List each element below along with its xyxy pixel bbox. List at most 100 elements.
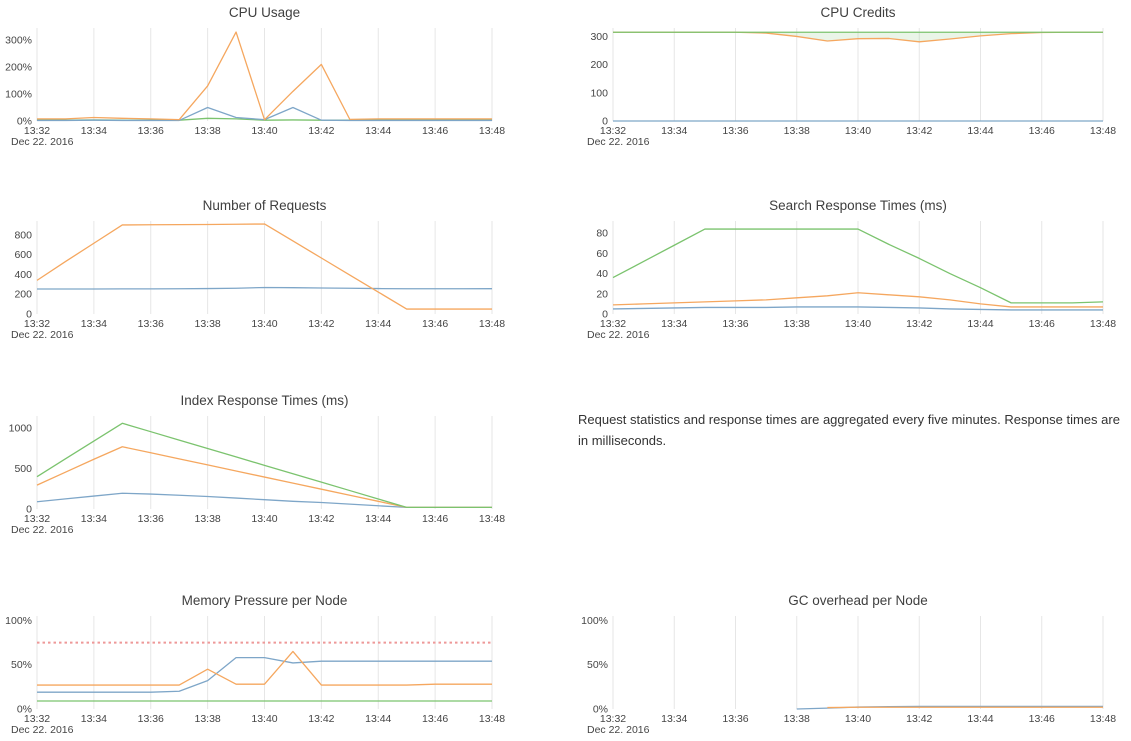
chart-panel-index-response-times: Index Response Times (ms) 0 500 1000 13:32 1… <box>0 388 565 540</box>
svg-text:13:42: 13:42 <box>308 713 334 725</box>
svg-text:13:48: 13:48 <box>1090 713 1116 725</box>
svg-text:13:44: 13:44 <box>967 318 993 330</box>
chart-title-memory-pressure: Memory Pressure per Node <box>181 593 348 608</box>
memory-pressure-plot: 0% 50% 100% 13:32 13:34 13:36 13:38 13:40 13:42 1… <box>5 615 505 725</box>
svg-text:13:38: 13:38 <box>784 125 810 137</box>
svg-text:13:46: 13:46 <box>422 125 448 137</box>
svg-text:13:32: 13:32 <box>24 713 50 725</box>
svg-text:13:38: 13:38 <box>784 713 810 725</box>
svg-text:13:36: 13:36 <box>722 125 748 137</box>
x-axis-date-label: Dec 22. 2016 <box>11 724 74 736</box>
svg-text:300%: 300% <box>5 35 32 47</box>
svg-text:50%: 50% <box>587 659 608 671</box>
svg-text:100: 100 <box>590 87 608 99</box>
svg-text:13:48: 13:48 <box>479 513 505 525</box>
svg-text:20: 20 <box>596 288 608 300</box>
svg-text:13:40: 13:40 <box>251 513 277 525</box>
svg-text:13:38: 13:38 <box>784 318 810 330</box>
svg-text:13:46: 13:46 <box>1029 318 1055 330</box>
svg-text:13:34: 13:34 <box>81 713 107 725</box>
svg-text:13:40: 13:40 <box>251 318 277 330</box>
chart-title-search-response-times: Search Response Times (ms) <box>769 198 947 213</box>
svg-text:13:48: 13:48 <box>1090 125 1116 137</box>
svg-text:0: 0 <box>26 504 32 516</box>
svg-text:1000: 1000 <box>9 423 33 435</box>
svg-text:500: 500 <box>14 463 32 475</box>
svg-text:13:44: 13:44 <box>365 713 391 725</box>
svg-text:13:40: 13:40 <box>845 318 871 330</box>
svg-text:13:40: 13:40 <box>251 125 277 137</box>
svg-text:13:48: 13:48 <box>479 713 505 725</box>
chart-title-cpu-usage: CPU Usage <box>228 5 301 20</box>
svg-text:0%: 0% <box>593 704 608 716</box>
svg-text:13:46: 13:46 <box>422 318 448 330</box>
cpu-usage-plot: 0% 100% 200% 300% 13:32 13:34 13:36 13:38 13:40 1… <box>5 28 505 137</box>
svg-text:13:46: 13:46 <box>422 513 448 525</box>
cpu-credits-plot: 0 100 200 300 13:32 13:34 13:36 13:38 13:40 13:42… <box>590 28 1116 137</box>
svg-text:13:42: 13:42 <box>308 513 334 525</box>
svg-text:13:36: 13:36 <box>138 713 164 725</box>
chart-panel-number-of-requests: Number of Requests 0 200 400 600 800 13:32 13:… <box>0 193 565 345</box>
svg-text:13:38: 13:38 <box>194 318 220 330</box>
gc-overhead-plot: 0% 50% 100% 13:32 13:34 13:36 13:38 13:40 13:42 1… <box>581 615 1116 725</box>
svg-text:13:42: 13:42 <box>308 125 334 137</box>
chart-panel-memory-pressure: Memory Pressure per Node 0% 50% 100% 13:32 1… <box>0 588 565 740</box>
svg-text:13:32: 13:32 <box>600 125 626 137</box>
svg-text:13:38: 13:38 <box>194 513 220 525</box>
aggregation-note: Request statistics and response times ar… <box>578 412 1120 448</box>
svg-text:13:46: 13:46 <box>1029 125 1055 137</box>
chart-title-number-of-requests: Number of Requests <box>202 198 327 213</box>
chart-panel-search-response-times: Search Response Times (ms) 0 20 40 60 80 13:3… <box>565 193 1131 345</box>
svg-text:13:40: 13:40 <box>251 713 277 725</box>
chart-title-gc-overhead: GC overhead per Node <box>788 593 928 608</box>
chart-title-cpu-credits: CPU Credits <box>820 5 896 20</box>
svg-text:13:48: 13:48 <box>479 318 505 330</box>
svg-text:13:34: 13:34 <box>81 318 107 330</box>
svg-text:100%: 100% <box>581 615 608 627</box>
svg-text:13:42: 13:42 <box>906 713 932 725</box>
svg-text:200%: 200% <box>5 62 32 74</box>
svg-text:13:40: 13:40 <box>845 713 871 725</box>
svg-text:13:38: 13:38 <box>194 125 220 137</box>
svg-text:0: 0 <box>26 309 32 321</box>
svg-text:13:36: 13:36 <box>138 318 164 330</box>
svg-text:400: 400 <box>14 269 32 281</box>
svg-text:13:34: 13:34 <box>661 713 687 725</box>
x-axis-date-label: Dec 22. 2016 <box>587 724 650 736</box>
svg-text:13:42: 13:42 <box>308 318 334 330</box>
chart-panel-gc-overhead: GC overhead per Node 0% 50% 100% 13:32 13:34… <box>565 588 1131 740</box>
svg-text:13:40: 13:40 <box>845 125 871 137</box>
x-axis-date-label: Dec 22. 2016 <box>587 329 650 341</box>
svg-text:100%: 100% <box>5 615 32 627</box>
x-axis-date-label: Dec 22. 2016 <box>587 136 650 148</box>
svg-text:13:36: 13:36 <box>138 125 164 137</box>
svg-text:13:36: 13:36 <box>722 713 748 725</box>
index-response-times-plot: 0 500 1000 13:32 13:34 13:36 13:38 13:40 13:42 13… <box>9 416 505 525</box>
svg-text:13:32: 13:32 <box>24 513 50 525</box>
x-axis-date-label: Dec 22. 2016 <box>11 329 74 341</box>
number-of-requests-plot: 0 200 400 600 800 13:32 13:34 13:36 13:38 13:40 13… <box>14 221 505 330</box>
svg-text:13:44: 13:44 <box>365 513 391 525</box>
svg-text:13:36: 13:36 <box>138 513 164 525</box>
svg-text:50%: 50% <box>11 659 32 671</box>
chart-panel-cpu-usage: CPU Usage 0% 100% 200% 300% 13:32 13:34 13:36 1… <box>0 0 565 152</box>
svg-text:0%: 0% <box>17 116 32 128</box>
svg-text:13:48: 13:48 <box>479 125 505 137</box>
svg-text:100%: 100% <box>5 89 32 101</box>
svg-text:0%: 0% <box>17 704 32 716</box>
svg-text:13:36: 13:36 <box>722 318 748 330</box>
svg-text:13:42: 13:42 <box>906 318 932 330</box>
svg-text:13:32: 13:32 <box>24 125 50 137</box>
x-axis-date-label: Dec 22. 2016 <box>11 136 74 148</box>
svg-text:800: 800 <box>14 229 32 241</box>
svg-text:13:46: 13:46 <box>422 713 448 725</box>
svg-text:13:34: 13:34 <box>661 125 687 137</box>
svg-text:0: 0 <box>602 116 608 128</box>
search-response-times-plot: 0 20 40 60 80 13:32 13:34 13:36 13:38 13:40 13:42 1… <box>596 221 1116 330</box>
svg-text:0: 0 <box>602 309 608 321</box>
chart-panel-cpu-credits: CPU Credits 0 100 200 300 13:32 13:34 13:36 13:… <box>565 0 1131 152</box>
svg-text:13:32: 13:32 <box>600 713 626 725</box>
svg-text:40: 40 <box>596 268 608 280</box>
svg-text:13:32: 13:32 <box>600 318 626 330</box>
